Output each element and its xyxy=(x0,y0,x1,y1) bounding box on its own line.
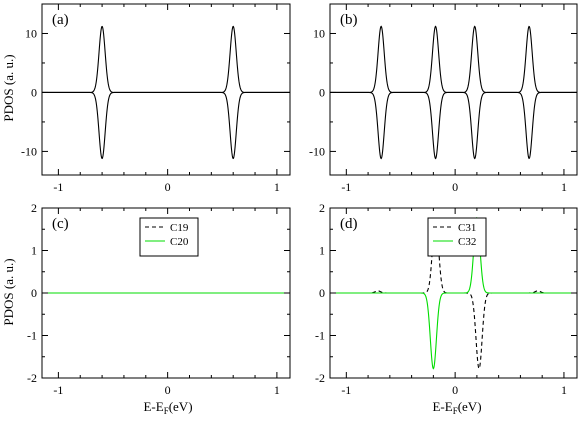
panel-label: (a) xyxy=(52,12,69,28)
y-tick-label: 0 xyxy=(319,85,325,99)
series-group xyxy=(330,25,577,160)
legend-label: C31 xyxy=(458,222,476,234)
series-line-1 xyxy=(42,25,290,93)
panel-label: (b) xyxy=(340,12,358,28)
y-tick-label: -2 xyxy=(27,371,37,385)
legend-box xyxy=(139,217,199,257)
y-tick-label: 2 xyxy=(319,201,325,215)
y-tick-label: 10 xyxy=(313,26,325,40)
series-group xyxy=(42,25,290,160)
series-line-2 xyxy=(42,91,290,160)
y-tick-label: -1 xyxy=(315,329,325,343)
x-tick-label: 1 xyxy=(274,383,280,397)
legend-label: C20 xyxy=(170,236,189,248)
x-tick-label: 1 xyxy=(274,180,280,194)
x-tick-label: 0 xyxy=(165,383,171,397)
legend-label: C32 xyxy=(458,236,476,248)
ylabel-bottom: PDOS (a. u.) xyxy=(1,258,16,325)
y-tick-label: 1 xyxy=(319,244,325,258)
y-tick-label: -2 xyxy=(315,371,325,385)
y-tick-label: 0 xyxy=(31,85,37,99)
series-line-1 xyxy=(330,25,577,93)
x-tick-label: -1 xyxy=(341,383,351,397)
legend-label: C19 xyxy=(170,222,189,234)
y-tick-label: 1 xyxy=(31,244,37,258)
x-tick-label: 0 xyxy=(165,180,171,194)
plot-frame xyxy=(41,3,291,176)
series-line-2 xyxy=(330,91,577,160)
plot-frame xyxy=(329,3,578,176)
legend-box xyxy=(427,217,487,257)
xlabel-right: E-EF(eV) xyxy=(432,399,481,416)
x-tick-label: 0 xyxy=(452,180,458,194)
panel-label: (d) xyxy=(340,216,358,232)
y-tick-label: 0 xyxy=(319,286,325,300)
x-tick-label: -1 xyxy=(53,180,63,194)
x-tick-label: 1 xyxy=(561,383,567,397)
x-tick-label: 0 xyxy=(452,383,458,397)
y-tick-label: 0 xyxy=(31,286,37,300)
y-tick-label: -1 xyxy=(27,329,37,343)
x-tick-label: -1 xyxy=(53,383,63,397)
x-tick-label: -1 xyxy=(341,180,351,194)
ylabel-top: PDOS (a. u.) xyxy=(1,54,16,121)
y-tick-label: 10 xyxy=(25,26,37,40)
y-tick-label: -10 xyxy=(21,144,37,158)
y-tick-label: -10 xyxy=(309,144,325,158)
x-tick-label: 1 xyxy=(561,180,567,194)
xlabel-left: E-EF(eV) xyxy=(143,399,192,416)
panel-label: (c) xyxy=(52,216,69,232)
y-tick-label: 2 xyxy=(31,201,37,215)
series-group xyxy=(330,217,577,370)
series-line-c32 xyxy=(330,217,577,370)
